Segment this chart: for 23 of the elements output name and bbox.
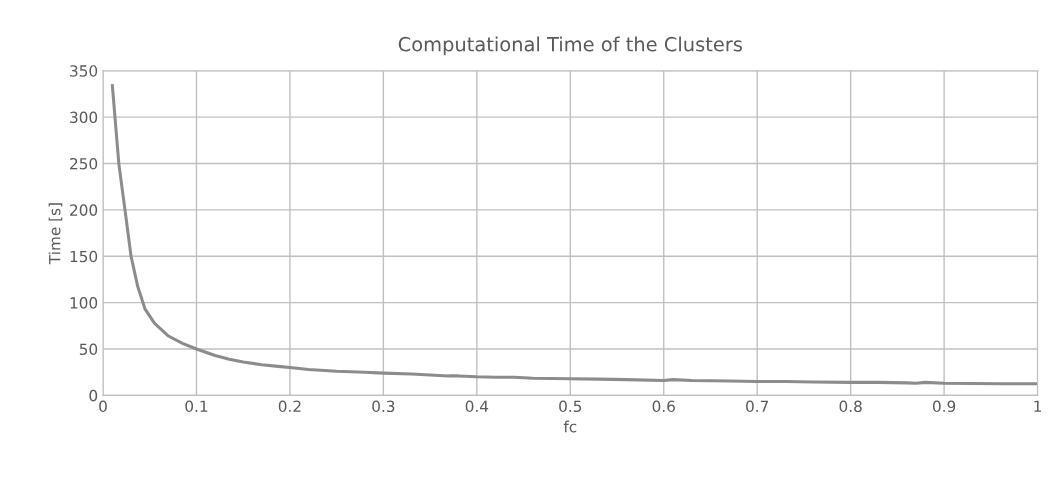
y-tick-label: 50: [79, 343, 98, 356]
line-series: [110, 84, 1038, 386]
x-tick-label: 0.3: [372, 400, 395, 413]
x-tick-label: 0.4: [465, 400, 489, 413]
y-axis-title: Time [s]: [48, 203, 63, 265]
x-tick-label: 0.1: [185, 400, 208, 413]
x-tick-label: 0.9: [932, 400, 956, 413]
x-tick-label: 0.7: [746, 400, 769, 413]
x-tick-label: 0: [99, 400, 107, 413]
x-tick-label: 1: [1034, 400, 1042, 412]
y-tick-label: 150: [70, 250, 98, 263]
y-tick-label: 250: [70, 157, 98, 170]
y-tick-label: 0: [89, 389, 98, 402]
y-tick-label: 300: [70, 111, 98, 124]
y-tick-label: 100: [70, 297, 98, 309]
x-tick-label: 0.2: [278, 400, 301, 413]
y-tick-label: 350: [70, 65, 98, 77]
x-tick-label: 0.8: [839, 400, 862, 413]
x-tick-label: 0.5: [559, 400, 582, 413]
x-tick-label: 0.6: [652, 400, 675, 413]
y-tick-label: 200: [70, 204, 98, 216]
chart-title: Computational Time of the Clusters: [398, 36, 742, 56]
x-axis-title: fc: [563, 420, 577, 433]
